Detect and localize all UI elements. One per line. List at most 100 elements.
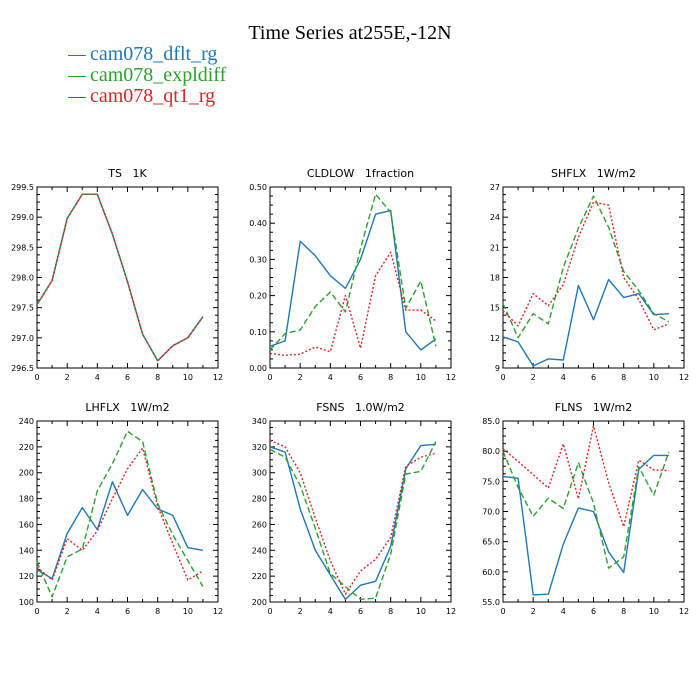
x-tick-label: 12 — [679, 373, 689, 382]
y-tick-label: 15 — [490, 304, 500, 313]
y-tick-label: 320 — [252, 443, 267, 452]
figure-title: Time Series at255E,-12N — [248, 22, 452, 44]
series-line-cam078_expldiff — [36, 193, 204, 362]
x-tick-label: 8 — [388, 373, 393, 382]
y-tick-label: 260 — [252, 520, 267, 529]
plot-frame — [36, 420, 219, 603]
x-tick-label: 10 — [183, 607, 193, 616]
y-tick-label: 300 — [252, 469, 267, 478]
series-line-cam078_qt1_rg — [269, 439, 437, 595]
chart-title: TS 1K — [107, 167, 147, 180]
x-tick-label: 2 — [298, 607, 303, 616]
legend-swatch-dflt — [68, 55, 86, 56]
plot-frame — [269, 420, 452, 603]
y-tick-label: 0.00 — [249, 364, 267, 373]
y-tick-label: 297.5 — [11, 304, 34, 313]
x-tick-label: 2 — [65, 607, 70, 616]
y-tick-label: 55.0 — [482, 598, 500, 607]
chart-title: FLNS 1W/m2 — [555, 401, 632, 414]
y-tick-label: 80.0 — [482, 447, 500, 456]
series-line-cam078_qt1_rg — [269, 251, 437, 356]
y-tick-label: 0.30 — [249, 255, 267, 264]
series-line-cam078_expldiff — [269, 441, 437, 601]
x-tick-label: 6 — [125, 373, 130, 382]
chart-panel-5: FLNS 1W/m2 0 2 4 6 8 10 12 55.0 60.0 65.0 70.0 75.0 8… — [482, 401, 689, 616]
chart-panel-3: LHFLX 1W/m2 0 2 4 6 8 10 12 100 120 140 160 180 200 22… — [19, 401, 223, 616]
series-line-cam078_expldiff — [502, 450, 670, 569]
series-line-cam078_dflt_rg — [502, 278, 669, 367]
chart-title: SHFLX 1W/m2 — [551, 167, 636, 180]
x-tick-label: 0 — [34, 373, 39, 382]
y-tick-label: 298.0 — [11, 274, 34, 283]
legend-label-qt1: cam078_qt1_rg — [90, 85, 216, 107]
series-line-cam078_expldiff — [36, 430, 204, 598]
y-tick-label: 280 — [252, 495, 267, 504]
y-tick-label: 296.5 — [11, 364, 34, 373]
y-tick-label: 160 — [19, 520, 34, 529]
x-tick-label: 6 — [358, 607, 363, 616]
y-tick-label: 220 — [252, 572, 267, 581]
legend-swatch-expldiff — [68, 76, 86, 77]
chart-panel-4: FSNS 1.0W/m2 0 2 4 6 8 10 12 200 220 240 260 280 300 3… — [252, 401, 456, 616]
chart-title: FSNS 1.0W/m2 — [316, 401, 405, 414]
y-tick-label: 0.50 — [249, 183, 267, 192]
y-tick-label: 0.10 — [249, 328, 267, 337]
y-tick-label: 0.40 — [249, 219, 267, 228]
x-tick-label: 0 — [34, 607, 39, 616]
legend-item-expldiff: cam078_expldiff — [68, 65, 226, 86]
plot-frame — [269, 186, 452, 369]
x-tick-label: 10 — [416, 373, 426, 382]
legend-label-dflt: cam078_dflt_rg — [90, 43, 218, 65]
y-tick-label: 100 — [19, 598, 34, 607]
y-tick-label: 0.20 — [249, 292, 267, 301]
x-tick-label: 0 — [267, 607, 272, 616]
x-tick-label: 12 — [446, 607, 456, 616]
y-tick-label: 60.0 — [482, 568, 500, 577]
x-tick-label: 8 — [621, 607, 626, 616]
y-tick-label: 27 — [490, 183, 500, 192]
x-tick-label: 0 — [267, 373, 272, 382]
x-tick-label: 4 — [328, 607, 333, 616]
x-tick-label: 4 — [561, 607, 566, 616]
x-tick-label: 12 — [446, 373, 456, 382]
x-tick-label: 12 — [679, 607, 689, 616]
y-tick-label: 298.5 — [11, 243, 34, 252]
series-line-cam078_qt1_rg — [502, 201, 670, 331]
x-tick-label: 10 — [416, 607, 426, 616]
x-tick-label: 10 — [649, 607, 659, 616]
chart-panel-0: TS 1K 0 2 4 6 8 10 12 296.5 297.0 297.5 298.0 298.5 2… — [11, 167, 223, 382]
series-line-cam078_dflt_rg — [36, 481, 204, 580]
y-tick-label: 70.0 — [482, 508, 500, 517]
y-tick-label: 21 — [490, 243, 500, 252]
x-tick-label: 4 — [328, 373, 333, 382]
x-tick-label: 2 — [65, 373, 70, 382]
y-tick-label: 18 — [490, 274, 500, 283]
y-tick-label: 140 — [19, 546, 34, 555]
x-tick-label: 6 — [591, 373, 596, 382]
x-tick-label: 4 — [561, 373, 566, 382]
x-tick-label: 0 — [500, 373, 505, 382]
y-tick-label: 12 — [490, 334, 500, 343]
legend-item-qt1: cam078_qt1_rg — [68, 86, 226, 107]
y-tick-label: 180 — [19, 495, 34, 504]
series-line-cam078_qt1_rg — [502, 425, 669, 528]
plot-frame — [502, 186, 685, 369]
chart-panel-1: CLDLOW 1fraction 0 2 4 6 8 10 12 0.00 0.10 0.20 0.3… — [249, 167, 456, 382]
y-tick-label: 75.0 — [482, 477, 500, 486]
x-tick-label: 6 — [125, 607, 130, 616]
plot-frame — [36, 186, 219, 369]
x-tick-label: 4 — [95, 373, 100, 382]
series-line-cam078_expldiff — [502, 195, 670, 339]
series-line-cam078_dflt_rg — [269, 209, 437, 351]
y-tick-label: 299.0 — [11, 213, 34, 222]
legend-swatch-qt1 — [68, 97, 86, 98]
y-tick-label: 120 — [19, 572, 34, 581]
legend-label-expldiff: cam078_expldiff — [90, 64, 227, 86]
x-tick-label: 8 — [155, 373, 160, 382]
x-tick-label: 10 — [183, 373, 193, 382]
chart-title: CLDLOW 1fraction — [307, 167, 414, 180]
y-tick-label: 200 — [19, 469, 34, 478]
x-tick-label: 8 — [621, 373, 626, 382]
